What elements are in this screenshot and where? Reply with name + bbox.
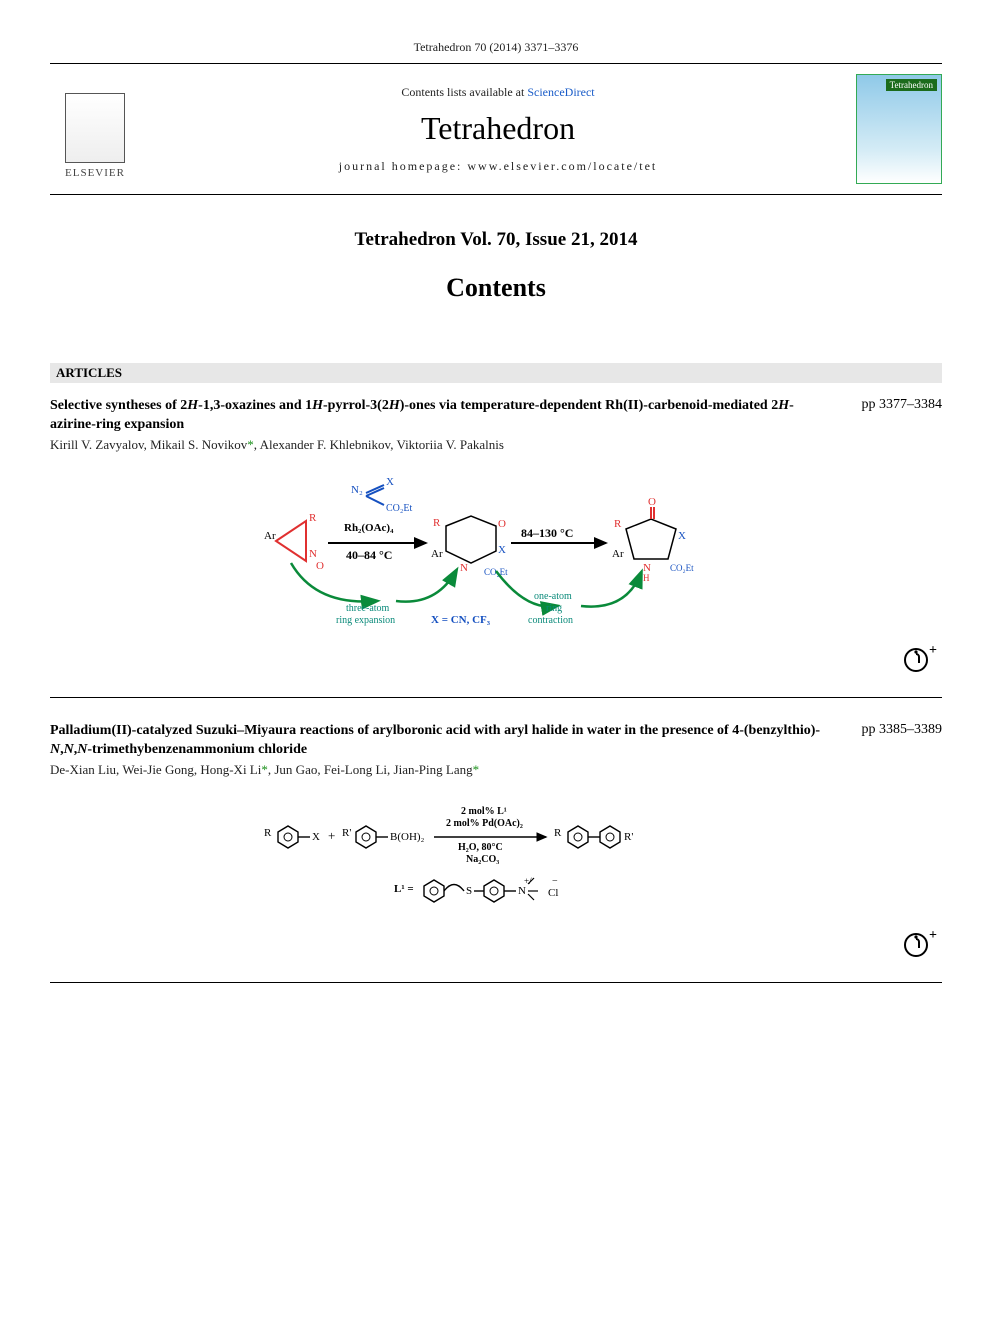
- svg-text:Ar: Ar: [431, 548, 443, 560]
- article-header: Selective syntheses of 2H-1,3-oxazines a…: [50, 397, 942, 435]
- svg-text:three-atom: three-atom: [346, 603, 390, 614]
- benzene-ring-icon: [424, 880, 444, 902]
- article-authors: Kirill V. Zavyalov, Mikail S. Novikov*, …: [50, 437, 942, 453]
- svg-text:L¹ =: L¹ =: [394, 883, 414, 895]
- publisher-name: ELSEVIER: [65, 167, 125, 179]
- svg-text:O: O: [648, 496, 656, 508]
- contents-available-line: Contents lists available at ScienceDirec…: [160, 85, 836, 100]
- svg-text:X: X: [312, 831, 320, 843]
- green-arrow-4: [581, 573, 641, 607]
- elsevier-tree-icon: [65, 93, 125, 163]
- svg-text:X: X: [498, 544, 506, 556]
- svg-text:B(OH)₂: B(OH)₂: [390, 831, 425, 843]
- arrow-1: Rh₂(OAc)₄ 40–84 °C: [328, 522, 426, 562]
- svg-text:R: R: [554, 827, 562, 839]
- header-citation: Tetrahedron 70 (2014) 3371–3376: [50, 40, 942, 55]
- svg-text:contraction: contraction: [528, 615, 573, 626]
- svg-text:N: N: [309, 548, 317, 560]
- svg-text:2 mol% Pd(OAc)₂: 2 mol% Pd(OAc)₂: [446, 818, 523, 829]
- svg-text:40–84 °C: 40–84 °C: [346, 548, 392, 562]
- svg-text:R: R: [433, 517, 441, 529]
- article-authors: De-Xian Liu, Wei-Jie Gong, Hong-Xi Li*, …: [50, 762, 942, 778]
- contents-heading: Contents: [50, 273, 942, 303]
- journal-cover-thumbnail: Tetrahedron: [856, 74, 942, 184]
- svg-text:CO₂Et: CO₂Et: [670, 563, 694, 573]
- svg-text:X = CN, CF₃: X = CN, CF₃: [431, 614, 491, 626]
- svg-text:R: R: [264, 827, 272, 839]
- svg-text:CO₂Et: CO₂Et: [386, 503, 412, 514]
- article-1-scheme: Ar R N O N₂ X CO₂Et Rh₂(OAc)₄ 40–84 °C: [50, 471, 942, 636]
- svg-text:O: O: [316, 560, 324, 572]
- svg-text:Ar: Ar: [612, 548, 624, 560]
- benzene-ring-icon: [356, 826, 376, 848]
- cover-label: Tetrahedron: [886, 79, 937, 91]
- article-pages: pp 3385–3389: [862, 722, 943, 738]
- benzene-ring-icon: [600, 826, 620, 848]
- svg-text:R': R': [342, 827, 351, 839]
- svg-text:O: O: [498, 518, 506, 530]
- svg-text:ring: ring: [546, 603, 562, 614]
- svg-text:84–130 °C: 84–130 °C: [521, 526, 573, 540]
- svg-text:N: N: [460, 562, 468, 574]
- svg-text:H₂O, 80°C: H₂O, 80°C: [458, 842, 503, 853]
- issue-title: Tetrahedron Vol. 70, Issue 21, 2014: [50, 229, 942, 251]
- benzene-ring-icon: [568, 826, 588, 848]
- svg-text:R': R': [624, 831, 633, 843]
- svg-text:+: +: [328, 828, 335, 843]
- svg-text:R: R: [614, 518, 622, 530]
- contents-available-prefix: Contents lists available at: [401, 85, 527, 99]
- svg-text:2 mol% L¹: 2 mol% L¹: [461, 806, 507, 817]
- supplementary-info-icon[interactable]: +: [50, 927, 942, 964]
- pyrrolone-icon: O R X Ar N H CO₂Et: [612, 496, 694, 583]
- svg-text:N₂: N₂: [351, 484, 363, 496]
- arrow-2: 84–130 °C: [511, 526, 606, 543]
- svg-text:X: X: [386, 476, 394, 488]
- svg-text:ring expansion: ring expansion: [336, 615, 395, 626]
- article-header: Palladium(II)-catalyzed Suzuki–Miyaura r…: [50, 722, 942, 760]
- diazo-reagent: N₂ X CO₂Et: [351, 476, 412, 514]
- svg-text:+: +: [929, 643, 937, 658]
- svg-text:S: S: [466, 885, 472, 897]
- oxazine-icon: R O X Ar N CO₂Et: [431, 516, 508, 577]
- journal-name: Tetrahedron: [160, 110, 836, 147]
- article-entry: Selective syntheses of 2H-1,3-oxazines a…: [50, 397, 942, 698]
- article-2-scheme: R X + R' B(OH)₂ 2 mol% L¹ 2 mol% Pd(OAc)…: [50, 796, 942, 921]
- sciencedirect-link[interactable]: ScienceDirect: [527, 85, 594, 99]
- article-title: Palladium(II)-catalyzed Suzuki–Miyaura r…: [50, 722, 822, 760]
- journal-header: ELSEVIER Contents lists available at Sci…: [50, 63, 942, 195]
- svg-text:Rh₂(OAc)₄: Rh₂(OAc)₄: [344, 522, 394, 534]
- article-entry: Palladium(II)-catalyzed Suzuki–Miyaura r…: [50, 722, 942, 983]
- green-arrow-1: [291, 563, 376, 602]
- svg-text:Ar: Ar: [264, 530, 276, 542]
- publisher-logo: ELSEVIER: [50, 79, 140, 179]
- article-pages: pp 3377–3384: [862, 397, 943, 413]
- header-center: Contents lists available at ScienceDirec…: [160, 85, 836, 174]
- azirine-icon: Ar R N O: [264, 512, 324, 572]
- benzene-ring-icon: [278, 826, 298, 848]
- svg-text:+: +: [929, 928, 937, 943]
- svg-text:N: N: [518, 885, 526, 897]
- svg-text:H: H: [643, 573, 650, 583]
- section-articles-band: ARTICLES: [50, 363, 942, 383]
- svg-text:−: −: [552, 876, 558, 887]
- svg-text:Cl: Cl: [548, 887, 558, 899]
- supplementary-info-icon[interactable]: +: [50, 642, 942, 679]
- green-arrow-2: [396, 571, 456, 602]
- article-title: Selective syntheses of 2H-1,3-oxazines a…: [50, 397, 822, 435]
- benzene-ring-icon: [484, 880, 504, 902]
- svg-text:one-atom: one-atom: [534, 591, 572, 602]
- svg-text:R: R: [309, 512, 317, 524]
- journal-homepage: journal homepage: www.elsevier.com/locat…: [160, 159, 836, 174]
- svg-text:X: X: [678, 530, 686, 542]
- svg-text:Na₂CO₃: Na₂CO₃: [466, 854, 499, 865]
